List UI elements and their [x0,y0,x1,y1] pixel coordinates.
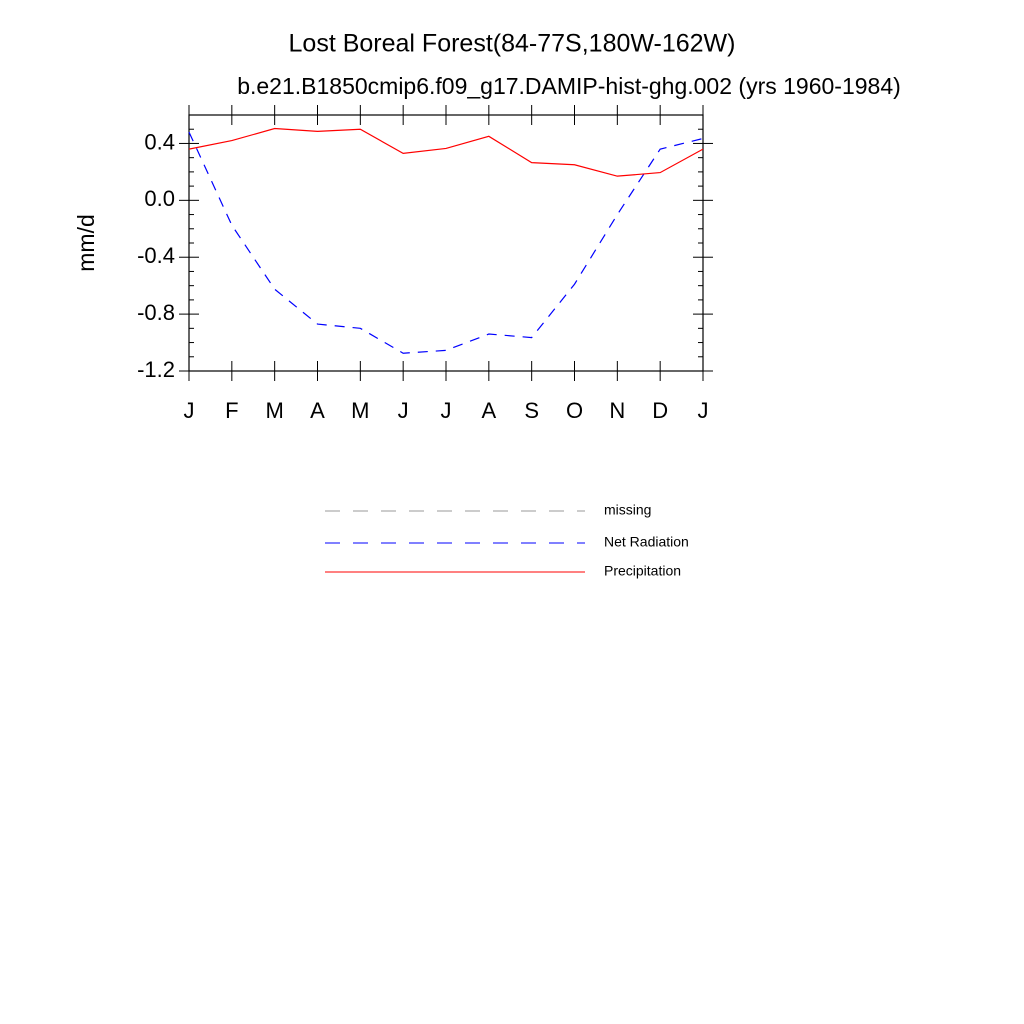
x-tick-label: A [310,398,325,423]
plot-frame [188,114,704,372]
y-tick-label: -0.4 [137,243,175,268]
y-axis-label: mm/d [73,214,99,272]
y-tick-label: 0.4 [144,129,175,154]
legend-label: Net Radiation [604,534,689,550]
legend-label: Precipitation [604,563,681,579]
series-line [188,127,704,177]
x-tick-label: J [698,398,709,423]
chart-subtitle: b.e21.B1850cmip6.f09_g17.DAMIP-hist-ghg.… [237,73,901,99]
x-tick-label: D [652,398,668,423]
x-tick-label: M [266,398,284,423]
y-tick-label: 0.0 [144,186,175,211]
x-tick-label: A [481,398,496,423]
x-tick-label: J [441,398,452,423]
x-tick-label: O [566,398,583,423]
y-tick-label: -1.2 [137,357,175,382]
x-tick-label: M [351,398,369,423]
legend-label: missing [604,502,651,518]
x-tick-label: S [524,398,539,423]
x-tick-label: F [225,398,238,423]
x-tick-label: N [609,398,625,423]
x-tick-label: J [398,398,409,423]
series-line [188,131,704,354]
chart-title: Lost Boreal Forest(84-77S,180W-162W) [289,30,736,58]
y-tick-label: -0.8 [137,300,175,325]
x-tick-label: J [184,398,195,423]
